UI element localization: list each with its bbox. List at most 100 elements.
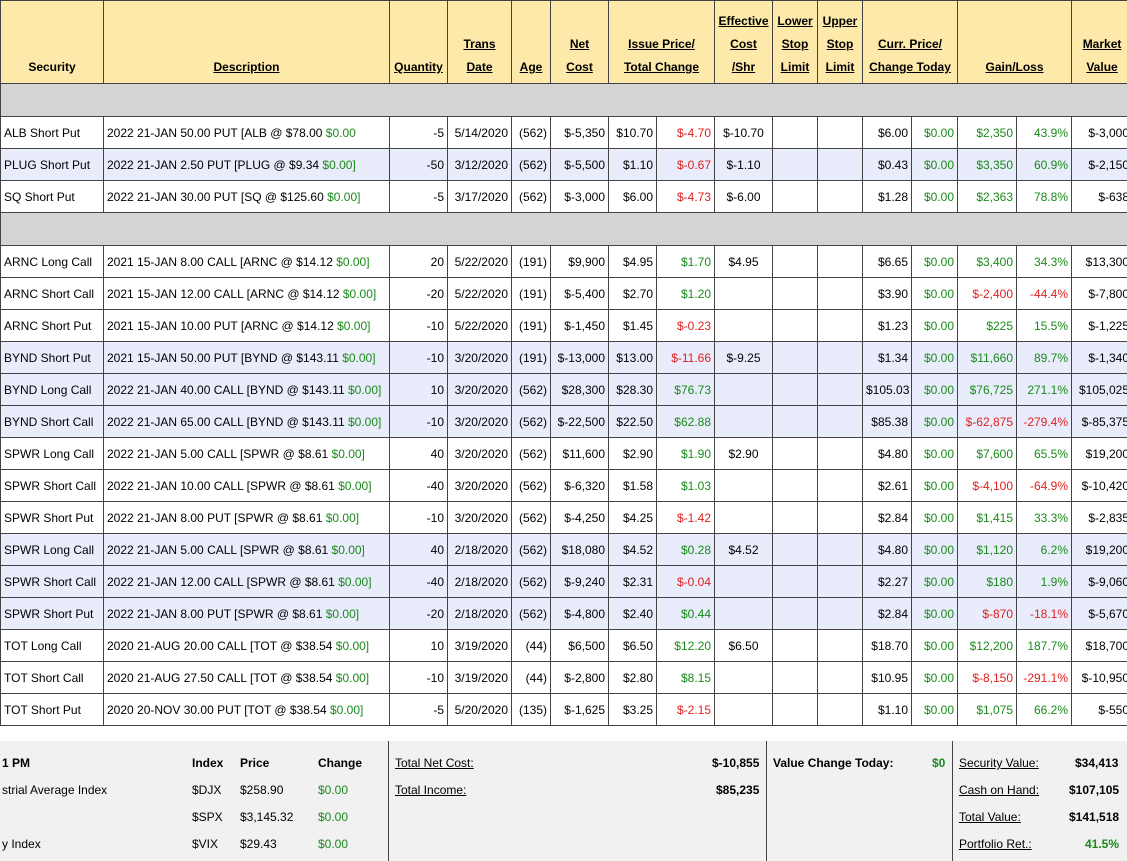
total-income-label[interactable]: Total Income: <box>395 783 467 797</box>
col-net-cost[interactable]: Net Cost <box>550 0 609 84</box>
issue-price-cell: $10.70 <box>608 116 657 149</box>
description-cell: 2022 21-JAN 5.00 CALL [SPWR @ $8.61 $0.0… <box>103 533 390 566</box>
totals-box <box>388 741 767 861</box>
effective-cost-cell: $4.95 <box>714 245 773 278</box>
table-row[interactable]: TOT Short Put 2020 20-NOV 30.00 PUT [TOT … <box>0 693 1127 726</box>
table-row[interactable]: ARNC Short Call 2021 15-JAN 12.00 CALL [A… <box>0 277 1127 310</box>
upper-stop-cell <box>817 437 863 470</box>
underlying-change: $0.00] <box>335 670 370 685</box>
gain-loss-pct-cell: 34.3% <box>1016 245 1073 278</box>
table-row[interactable]: TOT Long Call 2020 21-AUG 20.00 CALL [TOT… <box>0 629 1127 662</box>
lower-stop-cell <box>772 629 818 662</box>
change-today-cell: $0.00 <box>910 341 959 374</box>
lower-stop-cell <box>772 309 818 342</box>
security-cell: TOT Short Put <box>0 693 104 726</box>
value-box <box>952 741 1127 861</box>
col-quantity[interactable]: Quantity <box>389 0 448 84</box>
index-name: y Index <box>2 837 41 851</box>
gain-loss-pct-cell: 89.7% <box>1016 341 1073 374</box>
lower-stop-cell <box>772 501 818 534</box>
underlying-change: $0.00] <box>342 350 376 365</box>
table-row[interactable]: SPWR Short Call 2022 21-JAN 12.00 CALL [S… <box>0 565 1127 598</box>
col-trans-date[interactable]: Trans Date <box>447 0 512 84</box>
quantity-cell: -10 <box>389 405 448 438</box>
col-security: Security <box>0 0 104 84</box>
table-row[interactable]: ARNC Short Put 2021 15-JAN 10.00 PUT [ARN… <box>0 309 1127 342</box>
table-row[interactable]: BYND Short Call 2022 21-JAN 65.00 CALL [B… <box>0 405 1127 438</box>
quantity-cell: -40 <box>389 565 448 598</box>
table-row[interactable]: SPWR Long Call 2022 21-JAN 5.00 CALL [SPW… <box>0 533 1127 566</box>
quantity-cell: 10 <box>389 373 448 406</box>
table-row[interactable]: SPWR Short Call 2022 21-JAN 10.00 CALL [S… <box>0 469 1127 502</box>
col-issue-price[interactable]: Issue Price/Total Change <box>608 0 715 84</box>
upper-stop-cell <box>817 309 863 342</box>
underlying-change: $0.00] <box>327 189 361 204</box>
net-cost-cell: $-5,400 <box>550 277 609 310</box>
col-upper-stop[interactable]: Upper Stop Limit <box>817 0 863 84</box>
market-value-cell: $-1,225 <box>1071 309 1127 342</box>
gain-loss-cell: $-62,875 <box>957 405 1018 438</box>
current-price-cell: $0.43 <box>862 148 912 181</box>
issue-price-cell: $2.40 <box>608 597 657 630</box>
trans-date-cell: 3/19/2020 <box>447 629 512 662</box>
col-age[interactable]: Age <box>511 0 551 84</box>
change-today-cell: $0.00 <box>910 437 959 470</box>
index-symbol: $SPX <box>192 810 223 824</box>
trans-date-cell: 2/18/2020 <box>447 597 512 630</box>
table-row[interactable]: ALB Short Put 2022 21-JAN 50.00 PUT [ALB … <box>0 116 1127 149</box>
gain-loss-pct-cell: -279.4% <box>1016 405 1073 438</box>
net-cost-cell: $-13,000 <box>550 341 609 374</box>
portfolio-return-label[interactable]: Portfolio Ret.: <box>959 837 1032 851</box>
current-price-cell: $1.28 <box>862 180 912 213</box>
total-net-cost-label[interactable]: Total Net Cost: <box>395 756 474 770</box>
net-cost-cell: $-5,350 <box>550 116 609 149</box>
security-value: $34,413 <box>1075 756 1119 770</box>
issue-price-cell: $1.58 <box>608 469 657 502</box>
table-row[interactable]: TOT Short Call 2020 21-AUG 27.50 CALL [TO… <box>0 661 1127 694</box>
cash-value: $107,105 <box>1069 783 1120 797</box>
security-value-label[interactable]: Security Value: <box>959 756 1039 770</box>
gain-loss-cell: $180 <box>957 565 1018 598</box>
description-cell: 2022 21-JAN 12.00 CALL [SPWR @ $8.61 $0.… <box>103 565 390 598</box>
table-row[interactable]: ARNC Long Call 2021 15-JAN 8.00 CALL [ARN… <box>0 245 1127 278</box>
gain-loss-pct-cell: 78.8% <box>1016 180 1073 213</box>
change-today-cell: $0.00 <box>910 501 959 534</box>
table-row[interactable]: BYND Long Call 2022 21-JAN 40.00 CALL [BY… <box>0 373 1127 406</box>
current-price-cell: $85.38 <box>862 405 912 438</box>
security-cell: BYND Short Call <box>0 405 104 438</box>
cash-label[interactable]: Cash on Hand: <box>959 783 1040 797</box>
col-description[interactable]: Description <box>103 0 390 84</box>
change-today-cell: $0.00 <box>910 405 959 438</box>
col-effective-cost[interactable]: Effective Cost/Shr <box>714 0 773 84</box>
lower-stop-cell <box>772 341 818 374</box>
index-price: $258.90 <box>240 783 284 797</box>
gain-loss-cell: $-2,400 <box>957 277 1018 310</box>
effective-cost-cell <box>714 597 773 630</box>
total-value-label[interactable]: Total Value: <box>959 810 1021 824</box>
trans-date-cell: 3/20/2020 <box>447 373 512 406</box>
col-gain-loss[interactable]: Gain/Loss <box>957 0 1073 84</box>
underlying-change: $0.00] <box>337 318 371 333</box>
quantity-cell: -20 <box>389 597 448 630</box>
table-row[interactable]: SQ Short Put 2022 21-JAN 30.00 PUT [SQ @ … <box>0 180 1127 213</box>
col-market-value[interactable]: Market Value <box>1071 0 1127 84</box>
col-lower-stop[interactable]: Lower Stop Limit <box>772 0 818 84</box>
table-row[interactable]: SPWR Short Put 2022 21-JAN 8.00 PUT [SPWR… <box>0 597 1127 630</box>
gain-loss-cell: $76,725 <box>957 373 1018 406</box>
current-price-cell: $2.27 <box>862 565 912 598</box>
option-description: 2021 15-JAN 12.00 CALL [ARNC @ $14.12 <box>107 286 343 301</box>
net-cost-cell: $6,500 <box>550 629 609 662</box>
table-row[interactable]: SPWR Long Call 2022 21-JAN 5.00 CALL [SPW… <box>0 437 1127 470</box>
net-cost-cell: $-1,450 <box>550 309 609 342</box>
trans-date-cell: 3/20/2020 <box>447 501 512 534</box>
gain-loss-pct-cell: 6.2% <box>1016 533 1073 566</box>
table-row[interactable]: PLUG Short Put 2022 21-JAN 2.50 PUT [PLUG… <box>0 148 1127 181</box>
table-row[interactable]: BYND Short Put 2021 15-JAN 50.00 PUT [BYN… <box>0 341 1127 374</box>
security-cell: PLUG Short Put <box>0 148 104 181</box>
issue-price-cell: $6.00 <box>608 180 657 213</box>
current-price-cell: $2.84 <box>862 597 912 630</box>
option-description: 2020 20-NOV 30.00 PUT [TOT @ $38.54 <box>107 702 330 717</box>
col-current-price[interactable]: Curr. Price/Change Today <box>861 0 959 84</box>
change-today-cell: $0.00 <box>910 533 959 566</box>
table-row[interactable]: SPWR Short Put 2022 21-JAN 8.00 PUT [SPWR… <box>0 501 1127 534</box>
